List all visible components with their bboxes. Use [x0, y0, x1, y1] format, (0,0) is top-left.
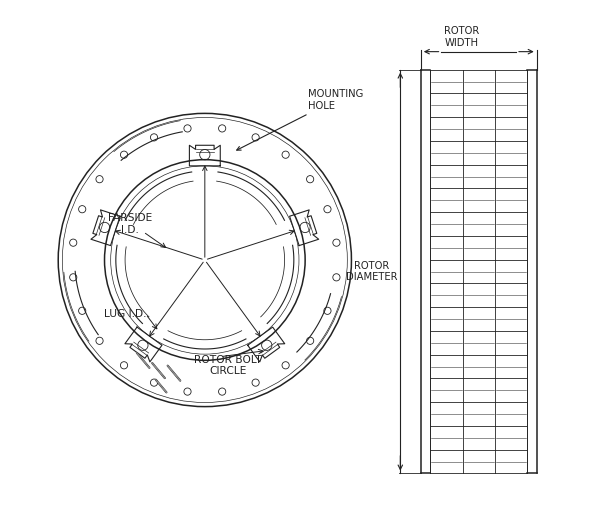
Text: ROTOR
DIAMETER: ROTOR DIAMETER [346, 261, 398, 282]
Text: ROTOR BOLT
CIRCLE: ROTOR BOLT CIRCLE [194, 355, 262, 376]
Text: MOUNTING
HOLE: MOUNTING HOLE [237, 89, 363, 150]
Text: ROTOR
WIDTH: ROTOR WIDTH [444, 26, 479, 47]
Text: LUG I.D.: LUG I.D. [104, 309, 146, 319]
Text: FARSIDE
I.D.: FARSIDE I.D. [108, 213, 152, 235]
